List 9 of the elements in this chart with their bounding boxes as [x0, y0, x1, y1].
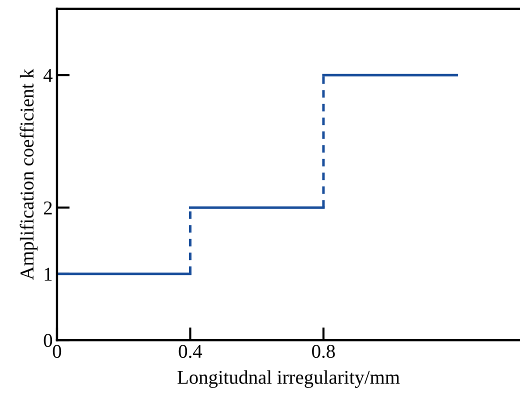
- x-axis-title: Longitudnal irregularity/mm: [178, 370, 400, 388]
- x-tick-label: 0: [52, 344, 62, 358]
- y-axis-title: Amplification coefficient k: [20, 68, 38, 280]
- y-tick-label: 2: [44, 201, 52, 214]
- x-tick-label: 0.4: [178, 344, 202, 358]
- y-tick-label: 0: [44, 334, 52, 348]
- y-tick-label: 1: [44, 268, 52, 281]
- x-tick-label: 0.8: [312, 344, 335, 358]
- y-tick-label: 4: [43, 69, 53, 82]
